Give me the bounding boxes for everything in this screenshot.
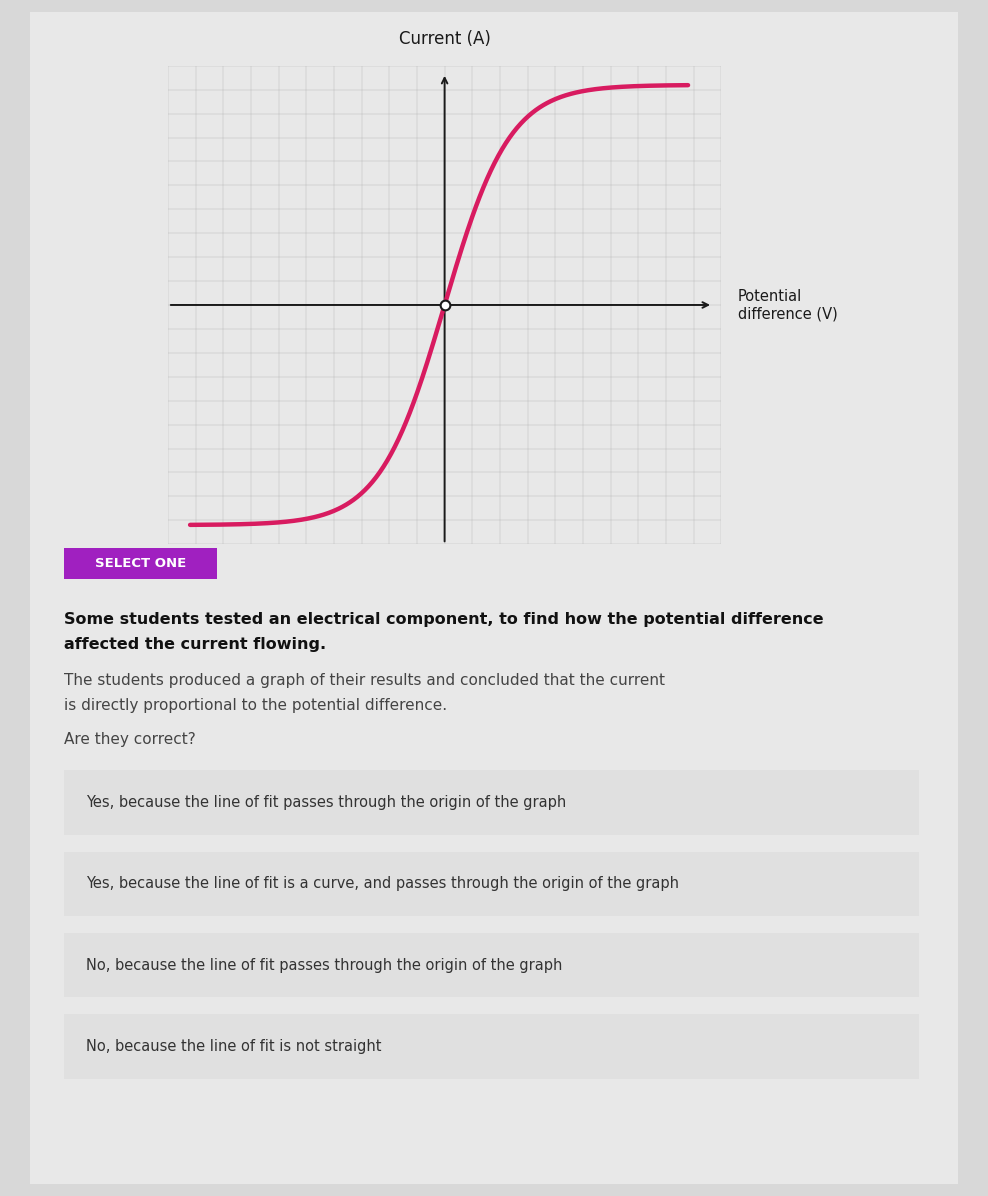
- Text: affected the current flowing.: affected the current flowing.: [64, 637, 326, 653]
- Text: No, because the line of fit passes through the origin of the graph: No, because the line of fit passes throu…: [86, 958, 562, 972]
- Text: SELECT ONE: SELECT ONE: [95, 557, 187, 569]
- FancyBboxPatch shape: [22, 1011, 961, 1082]
- Text: is directly proportional to the potential difference.: is directly proportional to the potentia…: [64, 698, 448, 714]
- Text: Yes, because the line of fit passes through the origin of the graph: Yes, because the line of fit passes thro…: [86, 795, 566, 810]
- FancyBboxPatch shape: [22, 767, 961, 838]
- FancyBboxPatch shape: [22, 848, 961, 920]
- Text: Are they correct?: Are they correct?: [64, 732, 196, 748]
- FancyBboxPatch shape: [22, 929, 961, 1001]
- FancyBboxPatch shape: [41, 543, 240, 584]
- Text: Yes, because the line of fit is a curve, and passes through the origin of the gr: Yes, because the line of fit is a curve,…: [86, 877, 679, 891]
- Text: No, because the line of fit is not straight: No, because the line of fit is not strai…: [86, 1039, 381, 1054]
- Text: Some students tested an electrical component, to find how the potential differen: Some students tested an electrical compo…: [64, 612, 824, 628]
- Text: The students produced a graph of their results and concluded that the current: The students produced a graph of their r…: [64, 673, 665, 689]
- Text: Potential
difference (V): Potential difference (V): [738, 288, 838, 322]
- Text: Current (A): Current (A): [399, 30, 490, 48]
